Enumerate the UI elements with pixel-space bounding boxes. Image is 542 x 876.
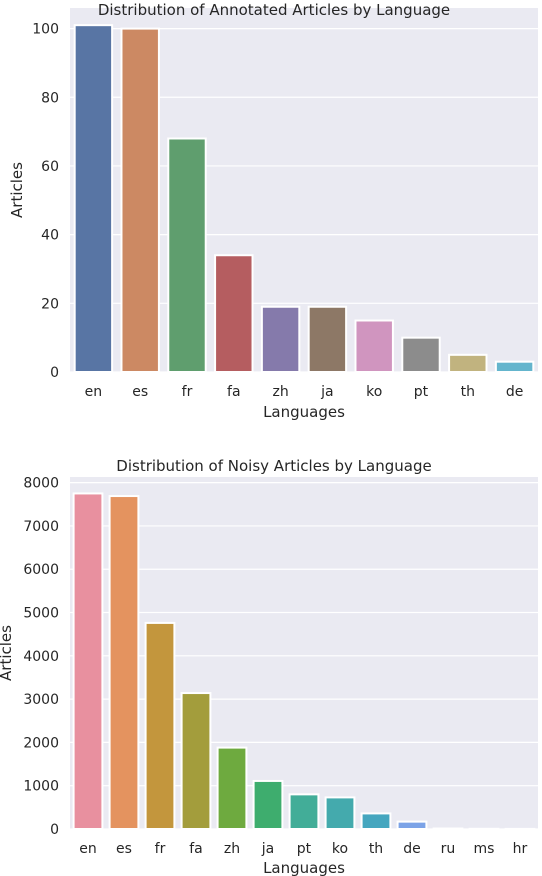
- x-axis-label: Languages: [263, 403, 345, 421]
- bar-ja: [252, 779, 284, 831]
- bar-fa: [214, 254, 254, 373]
- x-tick-label: es: [116, 841, 132, 857]
- x-tick-label: pt: [297, 841, 312, 857]
- bar-fa: [180, 692, 212, 830]
- y-axis-label: Articles: [0, 625, 15, 681]
- x-tick-label: es: [132, 384, 148, 400]
- bar-zh: [216, 746, 248, 831]
- y-axis-label: Articles: [8, 162, 26, 218]
- y-tick-label: 3000: [23, 692, 59, 708]
- chart-1: 0 20 40 60 80 100 en es fr fa zh ja ko pt th de Distribu…: [8, 1, 538, 421]
- x-tick-label: en: [79, 841, 97, 857]
- y-tick-label: 7000: [23, 519, 59, 535]
- x-tick-label: ja: [320, 384, 333, 400]
- x-tick-label: ko: [366, 384, 382, 400]
- x-tick-label: de: [403, 841, 421, 857]
- bar-zh: [260, 305, 301, 374]
- bar-ko: [324, 796, 356, 831]
- y-tick-label: 40: [41, 228, 59, 244]
- bar-de: [494, 360, 535, 374]
- bar-ko: [354, 319, 394, 374]
- x-axis-label: Languages: [263, 859, 345, 876]
- x-tick-label: pt: [414, 384, 429, 400]
- bar-ja: [307, 305, 348, 374]
- x-tick-label: de: [506, 384, 524, 400]
- x-tick-label: th: [369, 841, 383, 857]
- x-tick-label: fr: [155, 841, 166, 857]
- x-tick-label: fa: [189, 841, 203, 857]
- y-tick-label: 80: [41, 90, 59, 106]
- x-tick-label: zh: [272, 384, 288, 400]
- y-tick-label: 100: [32, 22, 59, 38]
- x-tick-label: ja: [261, 841, 274, 857]
- y-tick-label: 2000: [23, 735, 59, 751]
- y-tick-label: 0: [50, 365, 59, 381]
- bar-es: [120, 27, 160, 374]
- x-tick-label: fa: [227, 384, 241, 400]
- x-tick-label: en: [85, 384, 103, 400]
- bar-pt: [288, 793, 320, 830]
- bar-fr: [144, 621, 176, 831]
- bar-pt: [401, 336, 441, 373]
- bar-en: [72, 492, 104, 830]
- y-tick-label: 60: [41, 159, 59, 175]
- y-tick-label: 4000: [23, 649, 59, 665]
- bar-th: [448, 353, 488, 374]
- y-tick-label: 1000: [23, 779, 59, 795]
- x-tick-label: th: [461, 384, 475, 400]
- bar-fr: [167, 137, 207, 373]
- chart-title: Distribution of Annotated Articles by La…: [98, 1, 450, 19]
- bar-de: [396, 820, 428, 830]
- chart-2: 0 1000 2000 3000 4000 5000 6000 7000 8000 en es fr f…: [0, 457, 538, 876]
- bar-en: [73, 24, 114, 374]
- y-tick-label: 0: [50, 822, 59, 838]
- y-tick-label: 6000: [23, 562, 59, 578]
- x-tick-label: fr: [182, 384, 193, 400]
- y-tick-label: 8000: [23, 476, 59, 492]
- y-tick-label: 5000: [23, 606, 59, 622]
- x-tick-label: ru: [441, 841, 456, 857]
- x-tick-label: ms: [474, 841, 495, 857]
- plot-area: [70, 477, 538, 829]
- chart-title: Distribution of Noisy Articles by Langua…: [116, 457, 431, 475]
- bar-es: [108, 495, 140, 830]
- bar-th: [360, 812, 392, 830]
- y-tick-label: 20: [41, 296, 59, 312]
- x-tick-label: zh: [224, 841, 240, 857]
- x-tick-label: hr: [513, 841, 528, 857]
- x-tick-label: ko: [332, 841, 348, 857]
